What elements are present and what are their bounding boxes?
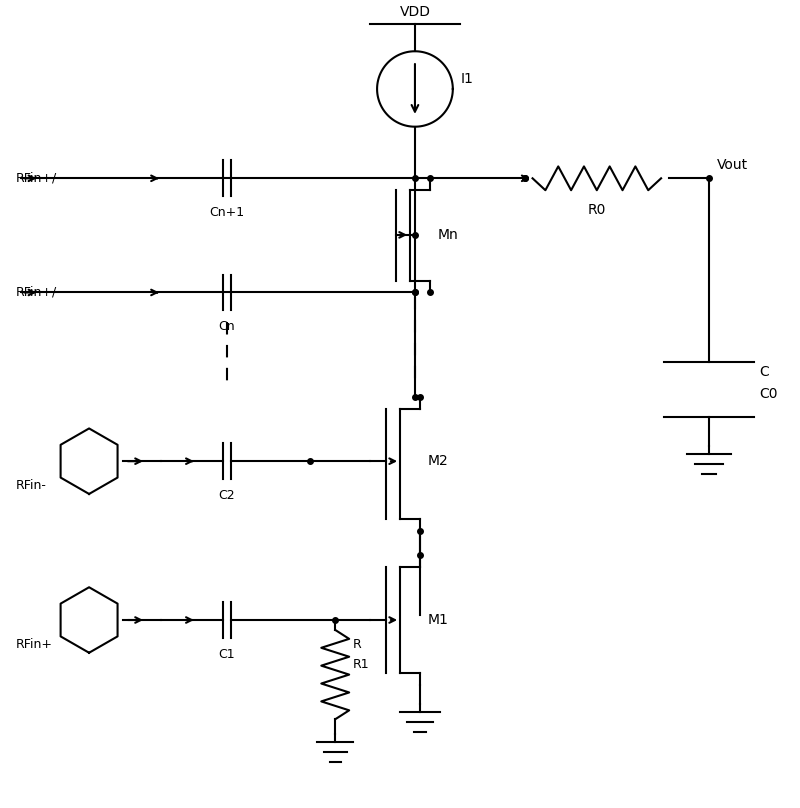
Text: RFin-: RFin- [15,479,46,492]
Text: C2: C2 [218,489,235,502]
Text: Vout: Vout [717,158,748,172]
Text: Mn: Mn [438,228,458,242]
Text: Cn: Cn [218,320,235,333]
Text: C0: C0 [758,387,778,401]
Text: RFin+/-: RFin+/- [15,172,61,185]
Text: C: C [758,365,769,379]
Text: RFin+/-: RFin+/- [15,286,61,299]
Text: RFin+: RFin+ [15,638,52,651]
Text: R0: R0 [587,203,606,217]
Text: M2: M2 [428,454,449,468]
Text: I1: I1 [461,72,474,86]
Text: Cn+1: Cn+1 [209,206,244,219]
Text: R: R [353,638,362,651]
Text: M1: M1 [428,613,449,627]
Text: R1: R1 [353,658,370,671]
Text: VDD: VDD [399,5,430,19]
Text: C1: C1 [218,648,235,661]
